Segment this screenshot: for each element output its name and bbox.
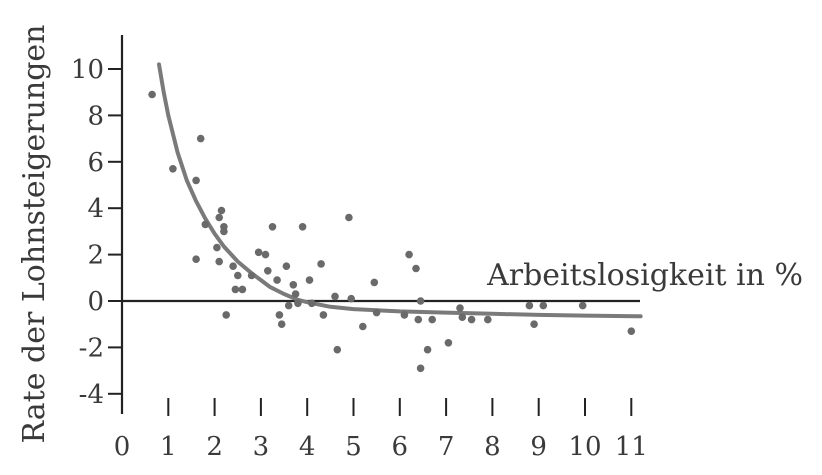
data-point	[405, 250, 413, 259]
x-tick-label: 4	[299, 432, 316, 462]
y-tick-label: 10	[71, 55, 104, 85]
y-tick-label: 2	[87, 241, 104, 271]
data-point	[298, 223, 307, 231]
chart-axes	[120, 35, 640, 414]
data-point	[222, 311, 230, 319]
data-point	[530, 320, 538, 329]
data-point	[400, 311, 409, 319]
data-point	[247, 271, 256, 280]
data-point	[289, 281, 298, 289]
data-point	[254, 248, 263, 257]
data-point	[273, 276, 281, 284]
data-point	[169, 165, 177, 173]
data-point	[372, 308, 381, 317]
data-point	[458, 313, 467, 322]
data-point	[525, 301, 534, 310]
data-point	[277, 320, 286, 329]
data-point	[231, 285, 240, 294]
fitted-curve-layer	[157, 62, 643, 319]
data-point	[238, 285, 247, 294]
data-point	[282, 262, 291, 271]
x-axis-ticks: 0 1 2 3 4 5 6 7 8 9 10 11	[114, 398, 648, 462]
data-point	[456, 304, 464, 312]
data-point	[294, 299, 302, 308]
data-point	[192, 176, 200, 185]
y-tick-label: 4	[87, 194, 104, 224]
data-point	[412, 264, 420, 273]
data-point	[148, 90, 156, 99]
x-tick-label: 8	[484, 432, 501, 462]
data-point	[345, 213, 353, 222]
x-tick-label: 2	[206, 432, 223, 462]
fitted-curve-line	[157, 62, 643, 319]
y-tick-label: -4	[79, 380, 104, 410]
data-point	[220, 223, 228, 231]
data-point	[215, 213, 223, 222]
data-point	[414, 315, 423, 324]
data-point	[331, 292, 339, 301]
data-point	[359, 322, 367, 331]
data-point	[467, 315, 476, 324]
data-point	[275, 311, 284, 319]
data-point	[261, 250, 270, 259]
y-tick-label: 0	[87, 287, 104, 317]
x-tick-label: 9	[530, 432, 547, 462]
data-point	[213, 243, 221, 252]
x-tick-label: 0	[114, 432, 131, 462]
y-tick-label: 8	[87, 101, 104, 131]
data-point	[234, 271, 242, 280]
data-point	[484, 315, 492, 324]
y-tick-label: 6	[87, 148, 104, 178]
x-tick-label: 1	[160, 432, 177, 462]
data-point	[627, 327, 636, 336]
data-point	[268, 223, 277, 231]
data-point	[539, 301, 548, 310]
x-tick-label: 11	[615, 432, 648, 462]
scatter-points-layer	[148, 90, 636, 373]
x-tick-label: 5	[345, 432, 362, 462]
data-point	[416, 364, 425, 373]
y-axis-title: Rate der Lohnsteigerungen	[17, 25, 52, 444]
data-point	[284, 301, 293, 310]
data-point	[264, 267, 272, 275]
data-point	[444, 339, 453, 347]
data-point	[291, 290, 300, 298]
x-tick-label: 7	[438, 432, 455, 462]
y-axis-ticks: -4 -2 0 2 4 6 8 10	[71, 55, 122, 410]
data-point	[578, 301, 587, 310]
data-point	[305, 276, 314, 284]
data-point	[215, 257, 223, 266]
data-point	[423, 345, 432, 354]
data-point	[428, 315, 437, 324]
data-point	[201, 220, 210, 229]
data-point	[317, 260, 325, 268]
x-tick-label: 10	[568, 432, 601, 462]
data-point	[333, 345, 342, 354]
y-tick-label: -2	[79, 333, 104, 363]
data-point	[319, 311, 328, 319]
data-point	[347, 294, 356, 303]
data-point	[229, 262, 237, 271]
data-point	[196, 134, 205, 143]
data-point	[308, 299, 316, 308]
data-point	[370, 278, 379, 287]
data-point	[217, 206, 226, 215]
data-point	[192, 255, 200, 263]
x-tick-label: 3	[253, 432, 270, 462]
data-point	[416, 297, 425, 305]
x-axis-title: Arbeitslosigkeit in %	[486, 258, 803, 293]
x-tick-label: 6	[392, 432, 409, 462]
